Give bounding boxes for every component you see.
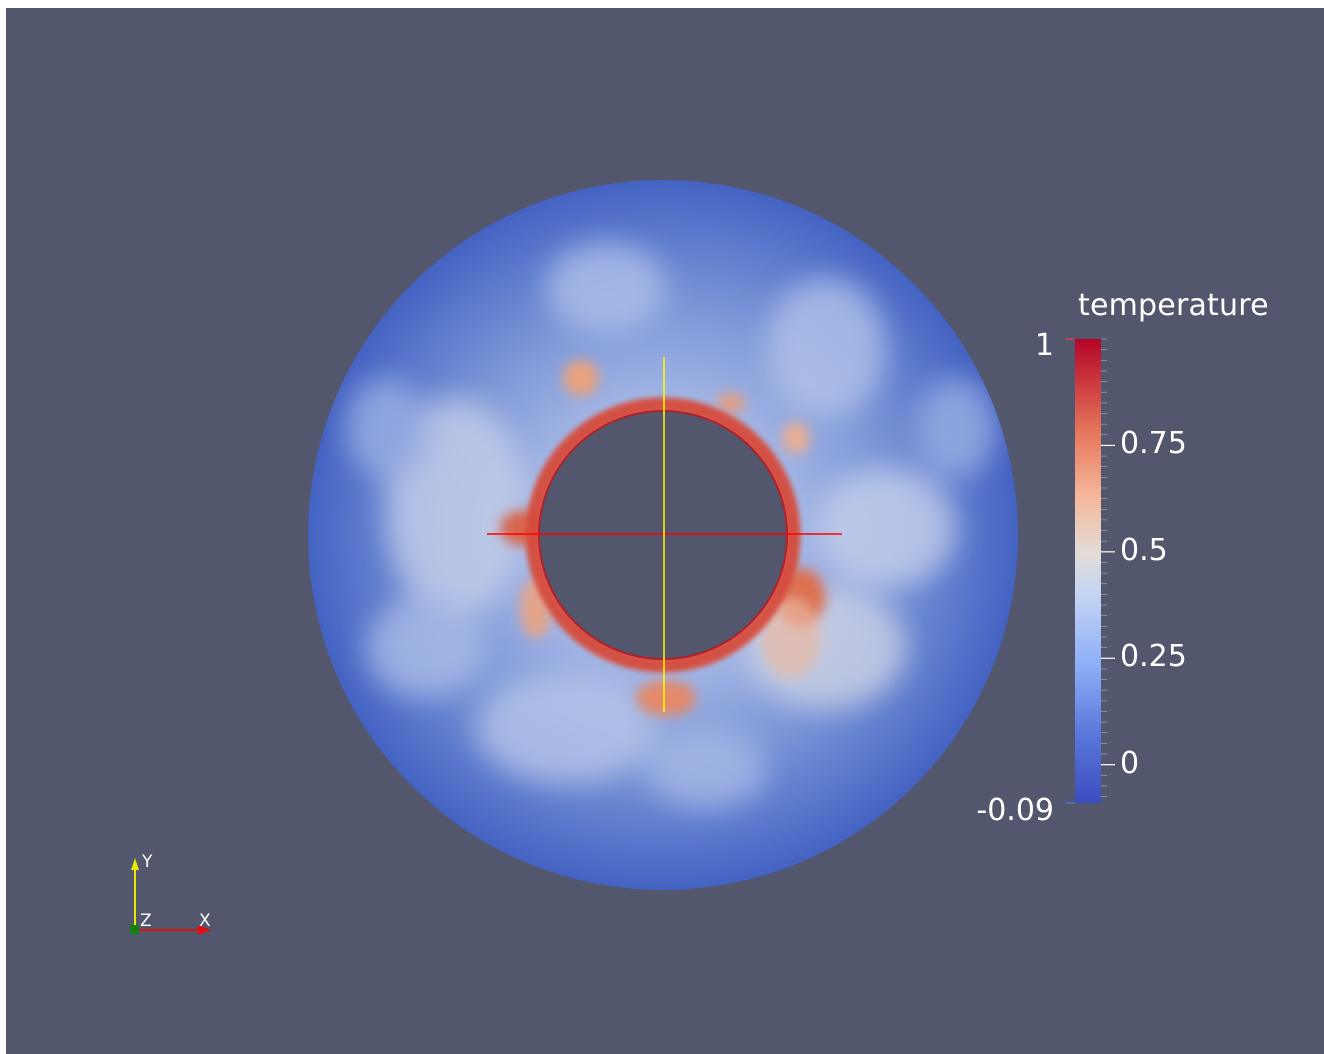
- temperature-field-render[interactable]: [6, 8, 1324, 1054]
- colorbar-tick-label: 0: [1120, 745, 1140, 781]
- y-axis-arrowhead: [131, 858, 139, 870]
- z-axis-marker: [130, 925, 139, 934]
- colorbar-max-label: 1: [1034, 328, 1054, 363]
- colorbar-tick-label: 0.25: [1120, 639, 1187, 675]
- colorbar-major-ticks: [1101, 444, 1115, 766]
- z-axis-label: Z: [140, 911, 152, 931]
- colorbar-minor-ticks: [1101, 338, 1107, 797]
- colorbar-gradient: [1075, 339, 1101, 803]
- orientation-axes: [130, 858, 211, 935]
- colorbar-min-label: -0.09: [976, 793, 1054, 828]
- colorbar-title: temperature: [1078, 288, 1269, 323]
- x-axis-arrowhead: [198, 925, 211, 935]
- colorbar-tick-label: 0.75: [1120, 426, 1187, 462]
- render-viewport[interactable]: temperature 1 -0.09 0.75 0.5 0.25 0 Y Z X: [6, 8, 1324, 1054]
- x-axis-label: X: [199, 911, 211, 931]
- y-axis-label: Y: [142, 852, 153, 872]
- colorbar-tick-label: 0.5: [1120, 532, 1168, 568]
- colorbar: [1066, 338, 1115, 804]
- inner-core: [538, 410, 788, 660]
